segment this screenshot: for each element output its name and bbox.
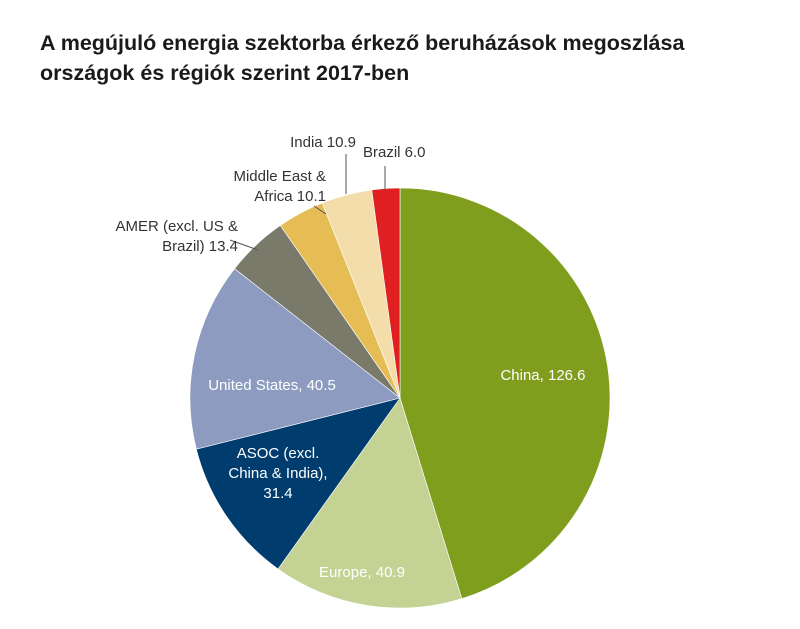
chart-title: A megújuló energia szektorba érkező beru… [40,28,780,88]
pie-slice-europe [277,397,463,609]
pie-slice-brazil [371,187,401,399]
slice-label-amer: AMER (excl. US & Brazil) 13.4 [115,218,238,255]
pie-slice-united-states [189,268,401,450]
leader-line-mea [313,205,327,215]
pie-slice-asoc [195,397,401,570]
slice-label-united-states: United States, 40.5 [208,377,336,394]
slice-label-asoc: ASOC (excl. China & India), 31.4 [228,445,327,502]
slice-label-mea: Middle East & Africa 10.1 [233,168,326,205]
pie-slice-china [399,187,611,600]
chart-title-line-1: A megújuló energia szektorba érkező beru… [40,31,685,55]
slice-label-china: China, 126.6 [500,367,585,384]
slice-label-brazil: Brazil 6.0 [363,144,426,161]
slice-label-europe: Europe, 40.9 [319,564,405,581]
leader-line-amer [229,239,259,251]
slice-label-india: India 10.9 [290,134,356,151]
chart-title-line-2: országok és régiók szerint 2017-ben [40,61,410,85]
